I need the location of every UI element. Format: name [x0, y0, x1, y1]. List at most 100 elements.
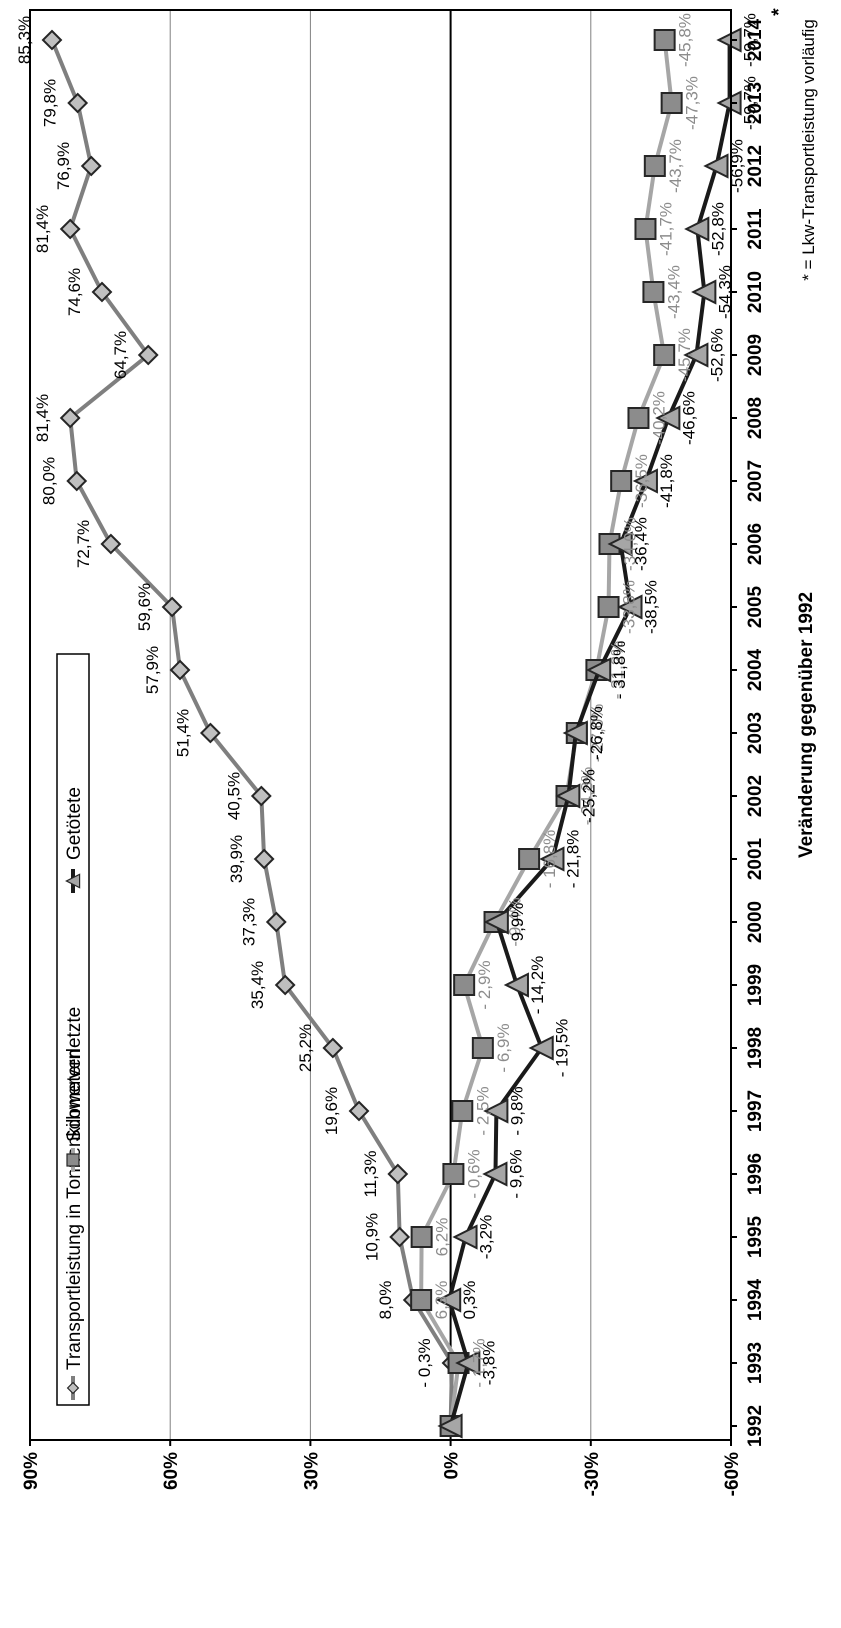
- data-label: 74,6%: [65, 268, 84, 316]
- data-label: -46,6%: [679, 391, 698, 445]
- data-label: 85,3%: [15, 16, 34, 64]
- square-marker: [643, 155, 666, 177]
- legend-entry-label: Schwerverletzte: [64, 1007, 85, 1142]
- legend-box: [56, 653, 90, 1406]
- data-label: - 9,6%: [506, 1149, 525, 1198]
- triangle-marker: [607, 531, 633, 557]
- square-marker: [642, 281, 665, 303]
- plot-frame: [29, 9, 732, 1441]
- year-label: 2009: [745, 334, 766, 376]
- triangle-marker: [562, 720, 588, 746]
- square-marker: [518, 848, 541, 870]
- data-label: -34,0%: [620, 517, 639, 571]
- square-marker: [660, 92, 683, 114]
- year-label: 1993: [745, 1342, 766, 1384]
- value-tick-label: 0%: [442, 1452, 463, 1480]
- data-label: -41,8%: [657, 454, 676, 508]
- diamond-marker: [59, 407, 81, 429]
- data-label: 72,7%: [74, 520, 93, 568]
- diamond-marker: [100, 533, 122, 555]
- diamond-marker: [387, 1163, 409, 1185]
- data-label: 0,3%: [460, 1281, 479, 1320]
- diamond-marker: [253, 848, 275, 870]
- year-label: 1999: [745, 964, 766, 1006]
- data-label: -52,6%: [707, 328, 726, 382]
- square-marker: [627, 407, 650, 429]
- data-label: -59,7%: [741, 76, 760, 130]
- grid-lines: [169, 10, 592, 1440]
- year-label: 2011: [745, 208, 766, 250]
- data-label: -52,8%: [708, 202, 727, 256]
- data-label: - 14,2%: [528, 956, 547, 1015]
- diamond-marker: [41, 29, 63, 51]
- data-label: - 19,5%: [553, 1019, 572, 1078]
- triangle-marker: [452, 1224, 478, 1250]
- data-label: -47,3%: [683, 76, 702, 130]
- triangle-marker: [691, 279, 717, 305]
- data-label: - 21,8%: [563, 830, 582, 889]
- year-label: 2007: [745, 460, 766, 502]
- triangle-marker: [483, 909, 509, 935]
- triangle-marker: [632, 468, 658, 494]
- data-label: 79,8%: [41, 79, 60, 127]
- triangle-marker: [655, 405, 681, 431]
- data-label: -36,5%: [632, 454, 651, 508]
- data-label: 25,2%: [296, 1024, 315, 1072]
- diamond-marker: [322, 1037, 344, 1059]
- year-label: 2001: [745, 837, 766, 880]
- data-label: -38,5%: [642, 580, 661, 634]
- value-tick-label: -30%: [582, 1452, 603, 1496]
- triangle-marker: [684, 216, 710, 242]
- data-label: - 1,7%: [470, 1338, 489, 1387]
- diamond-marker: [250, 785, 272, 807]
- year-label: 2002: [745, 775, 766, 817]
- diamond-marker: [348, 1100, 370, 1122]
- triangle-marker: [539, 846, 565, 872]
- year-label: 2008: [745, 397, 766, 439]
- square-marker: [442, 1163, 465, 1185]
- data-label: -43,4%: [664, 265, 683, 319]
- data-label: -26,8%: [587, 706, 606, 760]
- legend: Transportleistung in TonnenkilometernSch…: [56, 653, 90, 1406]
- data-label: - 27,0%: [588, 704, 607, 763]
- data-labels-layer: - 0,3% 8,0% 10,9% 11,3% 19,6% 25,2% 35,4% 37,3%…: [15, 13, 760, 1388]
- year-label: 2005: [745, 585, 766, 628]
- data-label: 37,3%: [239, 898, 258, 946]
- data-label: 19,6%: [322, 1087, 341, 1135]
- value-tick-label: 90%: [21, 1452, 42, 1490]
- triangle-marker: [703, 153, 729, 179]
- diamond-marker: [80, 155, 102, 177]
- diamond-marker: [161, 596, 183, 618]
- triangle-marker: [683, 342, 709, 368]
- year-label: 1994: [745, 1278, 766, 1321]
- square-marker: [610, 470, 633, 492]
- year-label: 1998: [745, 1027, 766, 1069]
- year-label: 2010: [745, 271, 766, 313]
- triangle-marker: [65, 873, 81, 889]
- triangle-marker: [482, 1161, 508, 1187]
- data-label: - 24,8%: [577, 767, 596, 826]
- data-label: -43,7%: [666, 139, 685, 193]
- y-axis-label: Veränderung gegenüber 1992: [796, 592, 817, 858]
- year-asterisk: *: [769, 8, 790, 16]
- square-marker: [451, 1100, 474, 1122]
- triangle-marker: [437, 1413, 463, 1439]
- diamond-marker: [389, 1226, 411, 1248]
- value-tick-label: -60%: [722, 1452, 743, 1496]
- value-tick-label: 60%: [161, 1452, 182, 1490]
- data-label: -40,2%: [649, 391, 668, 445]
- axes-layer: -60% -30% 0% 30% 60% 90% 1992 1993 1994 1995 1996 1…: [21, 8, 790, 1497]
- diamond-marker: [66, 1381, 80, 1395]
- data-label: 76,9%: [54, 142, 73, 190]
- triangle-marker: [528, 1035, 554, 1061]
- square-marker: [453, 974, 476, 996]
- data-label: 9,9%: [508, 903, 527, 942]
- data-label: 6,2%: [433, 1218, 452, 1257]
- data-label: 11,3%: [361, 1151, 380, 1198]
- data-label: -45,8%: [676, 13, 695, 67]
- diamond-marker: [67, 92, 89, 114]
- triangle-marker: [503, 972, 529, 998]
- diamond-marker: [199, 722, 221, 744]
- square-marker: [653, 344, 676, 366]
